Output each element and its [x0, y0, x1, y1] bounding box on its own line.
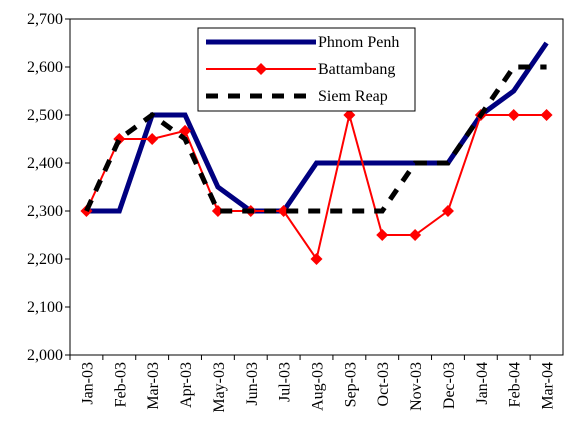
- y-tick-label: 2,500: [27, 107, 63, 124]
- x-tick-label: Jan-03: [79, 362, 96, 405]
- y-tick-label: 2,000: [27, 347, 63, 364]
- x-tick-label: Mar-03: [145, 362, 162, 410]
- y-tick-label: 2,200: [27, 251, 63, 268]
- x-tick-label: Nov-03: [408, 362, 425, 411]
- y-tick-label: 2,700: [27, 11, 63, 28]
- x-tick-label: Feb-03: [112, 362, 129, 407]
- legend-label: Siem Reap: [318, 88, 388, 105]
- x-tick-label: Feb-04: [507, 362, 524, 407]
- y-tick-label: 2,100: [27, 299, 63, 316]
- point-marker: [343, 109, 356, 121]
- point-marker: [507, 109, 520, 121]
- x-tick-label: Jun-03: [244, 362, 261, 406]
- point-marker: [277, 205, 290, 217]
- x-tick-label: Jan-04: [474, 362, 491, 405]
- y-tick-label: 2,400: [27, 155, 63, 172]
- plot-area: [69, 18, 564, 356]
- point-marker: [310, 253, 323, 265]
- y-tick-label: 2,300: [27, 203, 63, 220]
- x-tick-label: Sep-03: [342, 362, 359, 407]
- legend-marker: [255, 63, 267, 75]
- point-marker: [146, 133, 159, 145]
- x-tick-label: Oct-03: [375, 362, 392, 406]
- x-tick-label: Dec-03: [441, 362, 458, 409]
- point-marker: [211, 205, 224, 217]
- y-tick-label: 2,600: [27, 59, 63, 76]
- point-marker: [409, 229, 422, 241]
- point-marker: [441, 205, 454, 217]
- x-tick-label: Apr-03: [178, 362, 195, 408]
- point-marker: [376, 229, 389, 241]
- x-tick-label: May-03: [211, 362, 228, 413]
- x-tick-label: Mar-04: [540, 362, 557, 410]
- legend-label: Battambang: [318, 61, 395, 78]
- x-tick-label: Aug-03: [310, 362, 327, 411]
- series-line: [84, 64, 547, 214]
- point-marker: [540, 109, 553, 121]
- legend-label: Phnom Penh: [318, 34, 399, 51]
- x-tick-label: Jul-03: [277, 362, 294, 402]
